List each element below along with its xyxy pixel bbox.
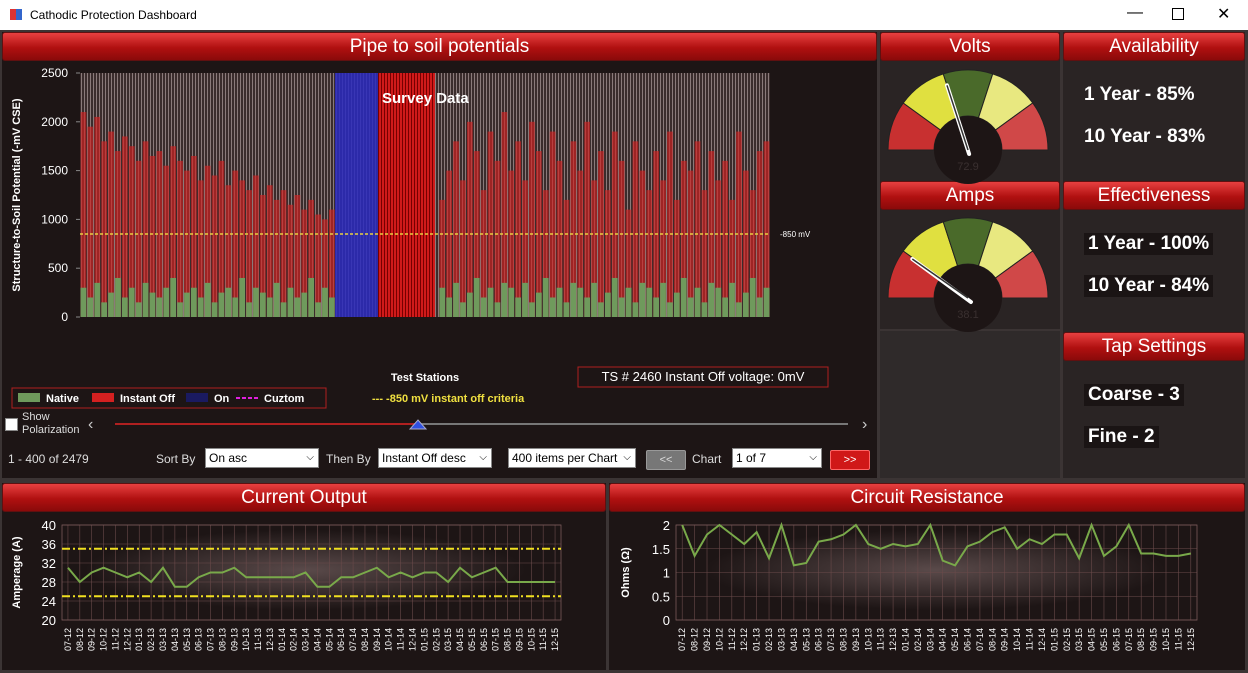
checkbox-label: Show Polarization xyxy=(22,411,80,436)
window-title: Cathodic Protection Dashboard xyxy=(30,8,197,22)
panel-header: Circuit Resistance xyxy=(609,483,1245,512)
panel-header: Availability xyxy=(1063,32,1245,61)
then-select[interactable]: Instant Off desc xyxy=(378,448,492,468)
stat-line: Coarse - 3 xyxy=(1084,384,1184,406)
panel-header: Amps xyxy=(880,181,1060,210)
panel-header: Volts xyxy=(880,32,1060,61)
sort-select[interactable]: On asc xyxy=(205,448,319,468)
range-label: 1 - 400 of 2479 xyxy=(8,452,89,466)
title-bar: Cathodic Protection Dashboard — ✕ xyxy=(0,0,1248,30)
then-label: Then By xyxy=(326,452,371,466)
stat-line: 1 Year - 85% xyxy=(1084,84,1195,105)
panel-header: Tap Settings xyxy=(1063,332,1245,361)
maximize[interactable] xyxy=(1172,8,1184,20)
stat-line: 10 Year - 84% xyxy=(1084,275,1214,297)
checkbox[interactable] xyxy=(5,418,18,431)
panel-header: Effectiveness xyxy=(1063,181,1245,210)
chart-select[interactable]: 1 of 7 xyxy=(732,448,822,468)
per-chart-select[interactable]: 400 items per Chart xyxy=(508,448,636,468)
minimize[interactable]: — xyxy=(1127,4,1143,21)
sort-label: Sort By xyxy=(156,452,196,466)
stat-line: Fine - 2 xyxy=(1084,426,1159,448)
panel-header: Current Output xyxy=(2,483,606,512)
stat-line: 1 Year - 100% xyxy=(1084,233,1214,255)
stat-line: 10 Year - 83% xyxy=(1084,126,1206,147)
app-icon xyxy=(10,9,22,20)
panel-header: Pipe to soil potentials xyxy=(2,32,877,61)
prev-button[interactable]: << xyxy=(646,450,686,470)
next-button[interactable]: >> xyxy=(830,450,870,470)
blank-panel xyxy=(880,331,1060,478)
potentials-panel xyxy=(2,32,877,478)
close[interactable]: ✕ xyxy=(1217,6,1231,23)
chart-label: Chart xyxy=(692,452,722,466)
